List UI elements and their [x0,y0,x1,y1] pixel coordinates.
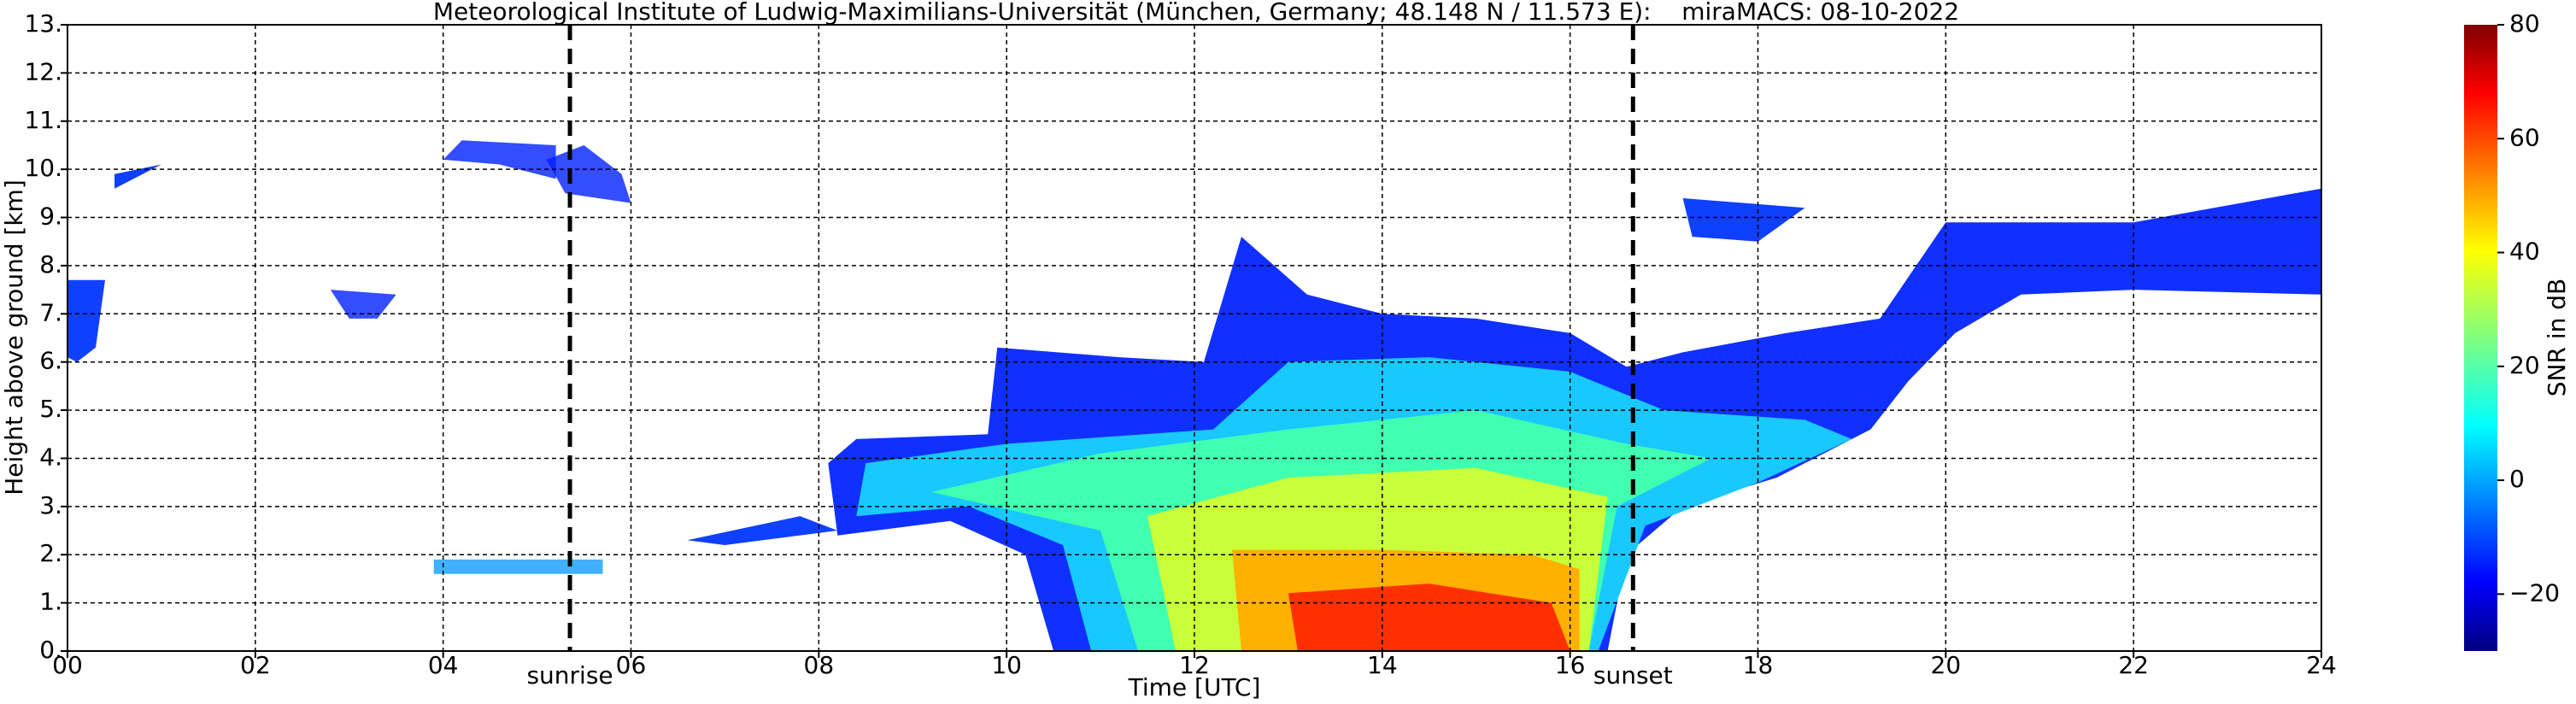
y-tick-label: 8. [39,250,62,279]
y-tick-label: 4. [39,443,62,471]
radar-echoes [67,140,2321,651]
radar-echo [1288,584,1570,651]
colorbar-tick-label: 80 [2509,9,2540,38]
radar-echo [114,164,161,189]
radar-echo [67,279,105,362]
radar-echo [546,145,631,203]
y-tick-label: 1. [39,588,62,616]
y-tick-label: 5. [39,395,62,423]
y-axis-label: Height above ground [km] [0,179,28,496]
x-tick-label: 08 [804,651,835,679]
x-tick-label: 18 [1743,651,1774,679]
x-tick-label: 14 [1367,651,1398,679]
y-tick-label: 12. [24,57,62,85]
chart-title: Meteorological Institute of Ludwig-Maxim… [433,0,1959,26]
x-tick-label: 24 [2306,651,2337,679]
x-tick-label: 16 [1555,651,1586,679]
radar-echo [1682,198,1805,242]
colorbar-tick-label: 40 [2509,238,2540,266]
grid [67,24,2322,652]
colorbar-tick-label: 20 [2509,351,2540,379]
x-tick-label: 12 [1179,651,1210,679]
y-tick-label: 2. [39,539,62,567]
colorbar-tick-label: 60 [2509,123,2540,151]
colorbar [2464,25,2497,651]
y-tick-label: 6. [39,347,62,375]
y-tick-label: 10. [24,154,62,182]
annotation-label: sunrise [526,661,613,689]
x-tick-label: 22 [2118,651,2149,679]
radar-echo [330,290,396,319]
colorbar-tick-label: 0 [2509,465,2525,493]
radar-echo [443,140,556,179]
radar-echo [687,516,838,545]
y-tick-label: 0. [39,636,62,664]
x-tick-label: 20 [1931,651,1962,679]
x-axis-label: Time [UTC] [1128,673,1261,701]
y-tick-label: 7. [39,298,62,326]
colorbar-tick-label: −20 [2509,578,2560,607]
y-tick-label: 13. [24,9,62,38]
x-tick-label: 10 [991,651,1022,679]
x-tick-label: 06 [616,651,647,679]
x-tick-label: 02 [240,651,271,679]
x-tick-label: 00 [52,651,83,679]
y-tick-label: 9. [39,202,62,231]
x-tick-label: 04 [428,651,459,679]
y-tick-label: 11. [24,106,62,134]
annotation-label: sunset [1593,661,1673,689]
colorbar-label: SNR in dB [2543,279,2571,396]
y-tick-label: 3. [39,491,62,519]
radar-echo [433,559,603,574]
